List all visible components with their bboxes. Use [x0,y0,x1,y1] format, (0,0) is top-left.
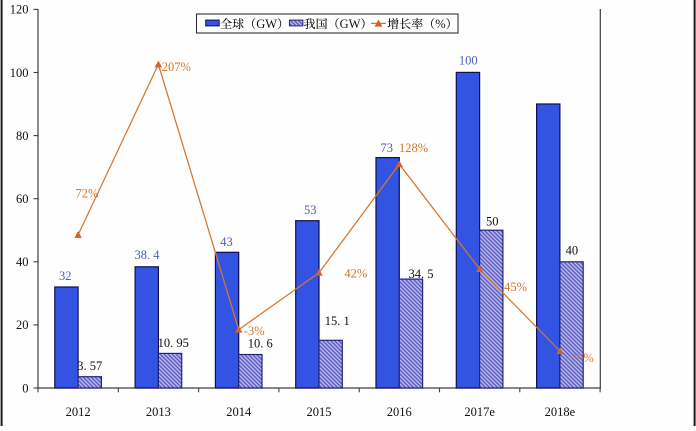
svg-text:15. 1: 15. 1 [325,314,350,328]
svg-text:73: 73 [380,141,393,155]
svg-text:32: 32 [59,269,72,283]
svg-text:60: 60 [16,192,29,206]
svg-text:2015: 2015 [307,405,332,419]
svg-text:53: 53 [304,203,317,217]
svg-text:%: % [435,17,445,31]
svg-text:50: 50 [486,214,499,228]
svg-text:0: 0 [22,381,28,395]
svg-text:40: 40 [566,243,579,257]
svg-text:10. 6: 10. 6 [248,336,273,350]
svg-text:10. 95: 10. 95 [158,336,189,350]
svg-text:-3%: -3% [244,324,265,338]
svg-text:2017e: 2017e [464,405,495,419]
svg-text:128%: 128% [399,141,428,155]
svg-text:2012: 2012 [66,405,91,419]
svg-text:43: 43 [220,235,233,249]
svg-text:-20: -20 [567,351,584,365]
svg-text:GW: GW [340,17,361,31]
svg-text:34. 5: 34. 5 [409,267,434,281]
svg-text:42%: 42% [344,267,367,281]
svg-text:3. 57: 3. 57 [77,359,102,373]
svg-text:40: 40 [16,255,29,269]
svg-text:20: 20 [16,318,29,332]
svg-text:2013: 2013 [146,405,171,419]
svg-text:38. 4: 38. 4 [135,248,161,262]
svg-text:2016: 2016 [387,405,412,419]
svg-text:GW: GW [256,17,277,31]
svg-text:207%: 207% [162,60,191,74]
svg-text:%: % [583,351,593,365]
svg-text:2018e: 2018e [545,405,576,419]
svg-text:100: 100 [10,66,29,80]
svg-text:2014: 2014 [226,405,252,419]
svg-text:80: 80 [16,129,29,143]
svg-text:120: 120 [10,3,29,17]
svg-text:72%: 72% [76,187,99,201]
svg-text:100: 100 [459,54,478,68]
svg-text:45%: 45% [504,280,527,294]
